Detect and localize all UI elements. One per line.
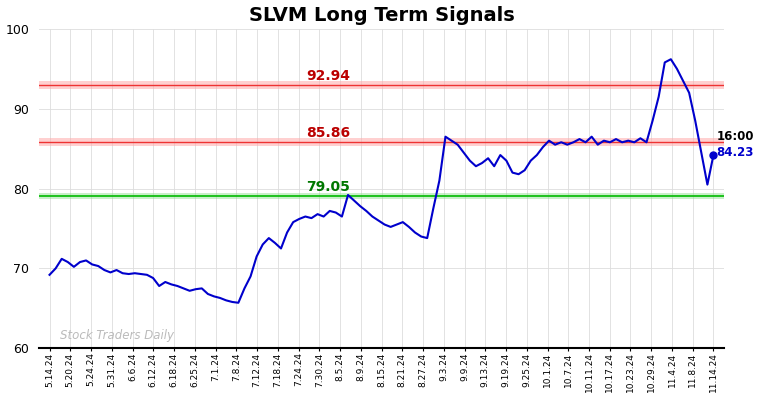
- Bar: [39, 193, 724, 199]
- Text: 84.23: 84.23: [717, 146, 754, 160]
- Bar: [39, 81, 724, 89]
- Text: 16:00: 16:00: [717, 131, 754, 143]
- Text: 79.05: 79.05: [307, 180, 350, 194]
- Text: 85.86: 85.86: [307, 126, 350, 140]
- Title: SLVM Long Term Signals: SLVM Long Term Signals: [249, 6, 514, 25]
- Bar: [39, 138, 724, 146]
- Text: Stock Traders Daily: Stock Traders Daily: [60, 329, 174, 342]
- Point: [707, 152, 720, 158]
- Text: 92.94: 92.94: [307, 70, 350, 84]
